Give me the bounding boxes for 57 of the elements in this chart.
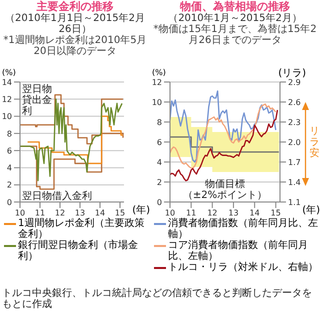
x-tick-label: 12	[54, 208, 66, 218]
legend-label: トルコ・リラ（対米ドル、右軸）	[168, 262, 318, 273]
text: トルコ中央銀行、トルコ統計局などの信頼できると判断したデータをもとに作成	[2, 288, 313, 310]
x-tick-label: 14	[94, 208, 106, 218]
x-tick-label: 10	[14, 208, 26, 218]
y-tick-label: 8	[6, 129, 12, 138]
y-tick-label: 4	[6, 164, 12, 173]
y2-tick-label: 2.9	[288, 78, 301, 87]
y-tick-label: 2	[156, 178, 162, 187]
y2-axis-title: (リラ)	[278, 68, 306, 79]
legend-label: 銀行間翌日物金利（市場金利）	[18, 240, 139, 262]
y-tick-label: 6	[6, 146, 12, 156]
x-axis-title: (年)	[302, 205, 320, 216]
x-tick-label: 13	[74, 208, 86, 218]
chart-subtitle: （2010年1月1日～2015年2月26日）	[4, 13, 146, 35]
x-axis-title: (年)	[132, 205, 150, 216]
y2-tick-label: 2.6	[288, 98, 301, 107]
y2-tick-label: 1.4	[288, 178, 301, 187]
y-tick-label: 14	[2, 78, 12, 87]
annotation: 翌日物借入金利	[22, 191, 92, 202]
y-tick-label: 12	[2, 94, 12, 104]
y-axis-title: (%)	[152, 68, 166, 78]
text: リラ安	[309, 126, 320, 159]
y2-tick-label: 2.3	[288, 118, 301, 127]
y-tick-label: 10	[2, 112, 12, 122]
y2-tick-label: 1.7	[288, 158, 301, 167]
chart-title: 物価、為替相場の推移	[178, 0, 291, 13]
chart-subtitle: （2010年1月～2015年2月）	[167, 13, 303, 24]
line-series	[170, 90, 276, 163]
legend-label: コア消費者物価指数（前年同月比、左軸）	[168, 240, 309, 262]
x-tick-label: 15	[114, 208, 126, 218]
line-series	[170, 103, 276, 169]
x-tick-label: 13	[228, 208, 239, 218]
legend-label: 消費者物価指数（前年同月比、左軸）	[168, 218, 319, 240]
y2-tick-label: 2.0	[288, 138, 301, 147]
legend-label: 1週間物レポ金利（主要政策金利）	[18, 218, 146, 240]
text: *1週間物レポ金利は2010年5月20日以降のデータ	[2, 35, 148, 57]
y-tick-label: 8	[156, 118, 162, 127]
y2-tick-label: 1.1	[288, 198, 301, 207]
y-axis-title: (%)	[2, 68, 16, 78]
y-tick-label: 12	[152, 78, 162, 87]
x-tick-label: 11	[34, 208, 46, 218]
x-tick-label: 15	[270, 208, 281, 218]
text: *物価は15年1月まで、為替は15年2月26日までのデータ	[152, 24, 318, 46]
y-tick-label: 6	[156, 138, 162, 147]
annotation: 翌日物貸出金利	[22, 84, 53, 117]
y-tick-label: 0	[156, 198, 162, 207]
x-tick-label: 12	[207, 208, 218, 218]
y-tick-label: 10	[152, 98, 162, 107]
y-tick-label: 4	[156, 158, 162, 167]
chart-title: 主要金利の推移	[36, 0, 114, 13]
x-tick-label: 10	[164, 208, 176, 218]
y-tick-label: 2	[6, 180, 12, 190]
annotation: 物価目標（±2%ポイント）	[182, 179, 268, 201]
y-tick-label: 0	[6, 198, 12, 207]
x-tick-label: 11	[186, 208, 196, 218]
x-tick-label: 14	[250, 208, 260, 218]
